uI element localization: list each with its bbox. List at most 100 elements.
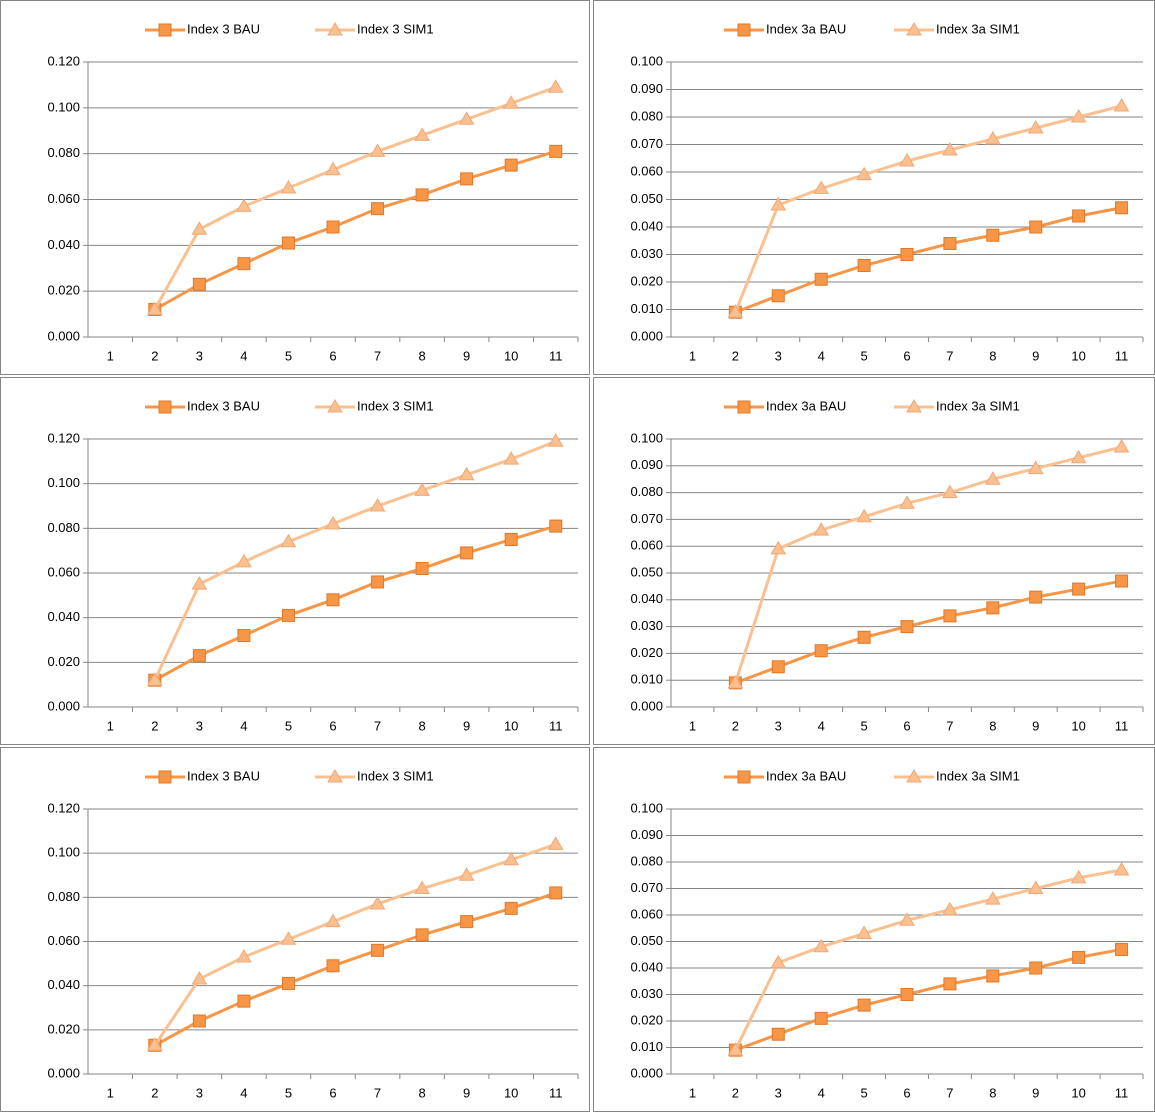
marker (503, 851, 520, 866)
x-tick-label: 9 (1032, 348, 1039, 363)
marker (814, 644, 828, 658)
marker (369, 498, 386, 512)
y-tick-label: 0.000 (47, 328, 80, 343)
x-tick-label: 6 (329, 348, 336, 363)
marker (460, 172, 474, 186)
marker (146, 301, 163, 315)
x-tick-label: 5 (860, 348, 867, 363)
legend-label: Index 3a SIM1 (936, 21, 1020, 36)
marker (984, 131, 1001, 145)
x-tick-label: 5 (285, 348, 292, 363)
y-tick-label: 0.050 (630, 191, 663, 206)
marker (236, 948, 252, 963)
y-tick-label: 0.040 (630, 591, 663, 606)
y-tick-label: 0.020 (630, 1012, 663, 1027)
y-tick-label: 0.100 (47, 99, 80, 114)
x-tick-label: 5 (285, 1085, 292, 1100)
marker (1027, 880, 1044, 894)
marker (458, 111, 475, 125)
marker (414, 880, 430, 894)
marker (327, 399, 343, 413)
y-tick-label: 0.060 (630, 906, 663, 921)
marker (415, 188, 429, 202)
marker (770, 540, 787, 555)
marker (942, 484, 958, 499)
marker (237, 257, 251, 271)
marker (236, 198, 252, 212)
x-tick-label: 4 (818, 1085, 825, 1100)
legend-label: Index 3a BAU (766, 21, 846, 36)
marker (414, 127, 430, 141)
series-line (153, 439, 557, 681)
marker (549, 886, 563, 900)
marker (280, 180, 297, 194)
panel-border (0, 747, 590, 1112)
series-line (154, 891, 557, 1047)
marker (191, 221, 208, 235)
x-tick-label: 3 (196, 348, 203, 363)
marker (737, 23, 751, 37)
marker (984, 891, 1001, 905)
y-tick-label: 0.070 (630, 136, 663, 151)
series-line (734, 868, 1122, 1051)
marker (943, 237, 957, 250)
y-tick-label: 0.090 (630, 827, 663, 842)
y-tick-label: 0.080 (630, 108, 663, 123)
y-tick-label: 0.000 (47, 1065, 80, 1080)
marker (943, 609, 957, 623)
y-tick-label: 0.020 (47, 1021, 80, 1036)
y-tick-label: 0.060 (47, 564, 80, 579)
marker (737, 770, 751, 784)
marker (906, 769, 922, 783)
x-tick-label: 10 (504, 1085, 518, 1100)
marker (857, 259, 871, 272)
y-tick-label: 0.000 (630, 328, 663, 343)
marker (158, 23, 172, 37)
y-tick-label: 0.100 (630, 53, 663, 68)
legend-label: Index 3a BAU (766, 768, 846, 783)
x-tick-label: 3 (196, 1085, 203, 1100)
marker (984, 471, 1001, 485)
x-tick-label: 11 (1115, 1085, 1129, 1100)
marker (737, 400, 751, 414)
marker (813, 522, 830, 536)
panel-border (593, 0, 1155, 375)
marker (326, 220, 340, 234)
marker (281, 608, 295, 622)
marker (547, 79, 564, 93)
marker (727, 304, 744, 318)
marker (900, 248, 914, 261)
x-tick-label: 1 (689, 718, 696, 733)
x-tick-label: 3 (775, 718, 782, 733)
y-tick-label: 0.100 (47, 845, 80, 860)
y-tick-label: 0.080 (47, 889, 80, 904)
x-tick-label: 9 (463, 1085, 470, 1100)
legend-label: Index 3 SIM1 (357, 21, 434, 36)
marker (237, 994, 251, 1008)
x-tick-label: 4 (240, 718, 247, 733)
y-tick-label: 0.000 (630, 1065, 663, 1080)
x-tick-label: 4 (818, 718, 825, 733)
x-tick-label: 10 (1071, 348, 1085, 363)
marker (371, 202, 385, 216)
panel-border (0, 377, 590, 745)
marker (504, 901, 518, 915)
marker (1029, 961, 1043, 975)
marker (458, 867, 475, 881)
marker (460, 915, 474, 929)
y-tick-label: 0.120 (47, 430, 80, 445)
marker (814, 1011, 828, 1025)
x-tick-label: 6 (903, 348, 910, 363)
x-tick-label: 2 (151, 1085, 158, 1100)
series-line (153, 842, 557, 1047)
x-tick-label: 11 (549, 348, 563, 363)
y-tick-label: 0.000 (630, 698, 663, 713)
x-tick-label: 3 (775, 348, 782, 363)
x-tick-label: 10 (504, 718, 518, 733)
marker (280, 533, 297, 548)
marker (547, 836, 564, 850)
marker (503, 451, 520, 465)
x-tick-label: 8 (989, 348, 996, 363)
y-tick-label: 0.010 (630, 672, 663, 687)
x-tick-label: 1 (107, 1085, 114, 1100)
